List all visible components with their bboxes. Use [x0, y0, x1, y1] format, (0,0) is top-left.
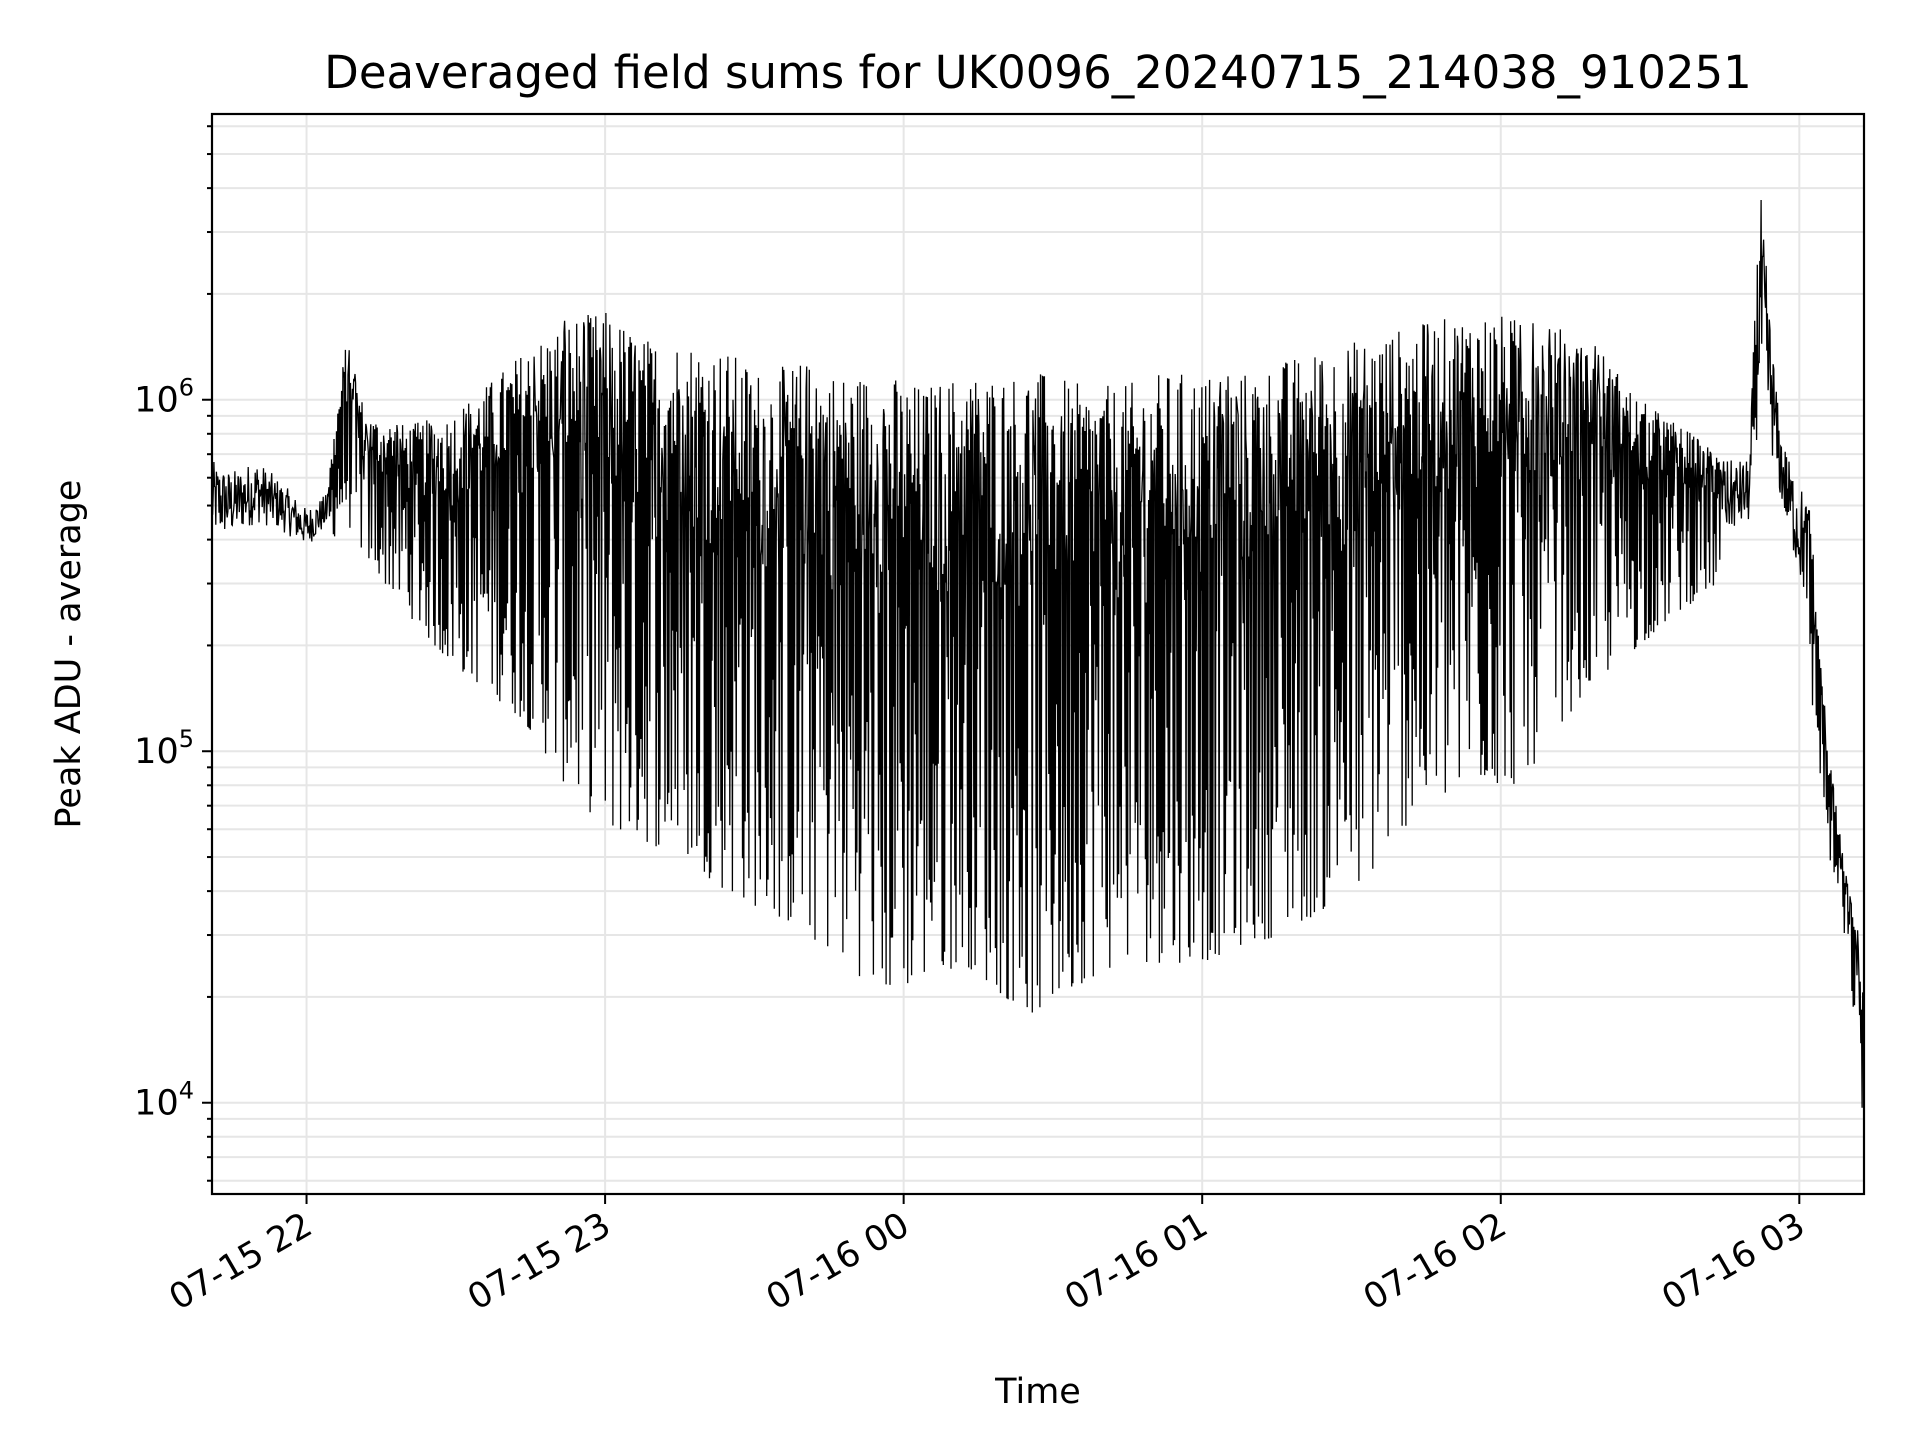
plot-area	[211, 199, 1865, 1108]
y-tick-label: 106	[134, 374, 194, 421]
plot-frame	[210, 112, 1866, 1196]
y-axis-label: Peak ADU - average	[49, 480, 89, 829]
chart-title: Deaveraged field sums for UK0096_2024071…	[324, 46, 1752, 99]
y-tick-label: 104	[134, 1077, 194, 1124]
y-axis: 104 105 106	[134, 125, 212, 1182]
y-tick-label: 105	[134, 725, 194, 772]
series-line	[211, 199, 1865, 1108]
x-axis-label: Time	[994, 1372, 1081, 1412]
